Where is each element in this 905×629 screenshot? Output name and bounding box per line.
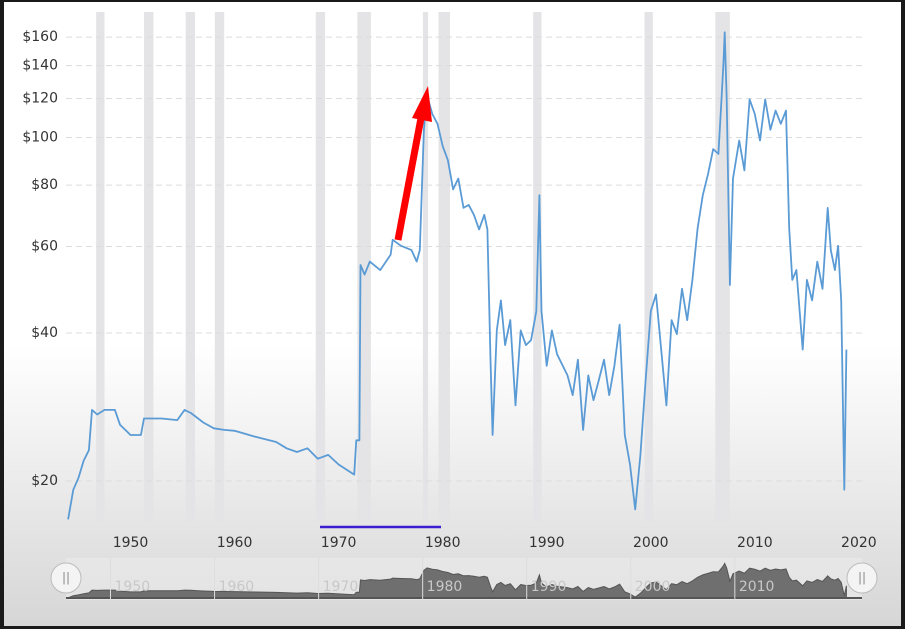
y-tick-label: $40: [31, 325, 58, 341]
x-tick-label: 2000: [633, 535, 669, 551]
price-line: [67, 31, 848, 520]
x-tick-label: 2010: [737, 535, 773, 551]
navigator-label: 2010: [739, 579, 775, 595]
navigator-area: [67, 562, 847, 599]
y-tick-label: $20: [31, 473, 58, 489]
recession-band: [315, 12, 326, 522]
arrow-shaft: [394, 117, 425, 241]
recession-band: [644, 12, 653, 522]
handle-grip: ||: [62, 571, 70, 585]
navigator-handle[interactable]: [846, 562, 878, 594]
navigator-label: 1990: [531, 579, 567, 595]
recession-band: [144, 12, 154, 522]
y-tick-label: $80: [31, 177, 58, 193]
navigator-handle[interactable]: [50, 562, 82, 594]
recession-band: [214, 12, 225, 522]
navigator-label: 1980: [427, 579, 463, 595]
arrow-head: [412, 86, 432, 122]
recession-band: [96, 12, 105, 522]
x-tick-label: 1990: [529, 535, 565, 551]
background: [4, 2, 901, 626]
navigator-label: 1970: [323, 579, 359, 595]
y-tick-label: $160: [22, 29, 58, 45]
recession-band: [185, 12, 196, 522]
y-tick-label: $60: [31, 238, 58, 254]
x-tick-label: 1950: [113, 535, 149, 551]
recession-band: [357, 12, 371, 522]
recession-band: [438, 12, 450, 522]
x-tick-label: 1970: [321, 535, 357, 551]
navigator-label: 1950: [115, 579, 151, 595]
navigator-label: 2000: [635, 579, 671, 595]
y-tick-label: $120: [22, 91, 58, 107]
x-tick-label: 2020: [841, 535, 877, 551]
handle-grip: ||: [858, 571, 866, 585]
y-tick-label: $140: [22, 58, 58, 74]
y-tick-label: $100: [22, 129, 58, 145]
navigator-label: 1960: [219, 579, 255, 595]
x-tick-label: 1960: [217, 535, 253, 551]
recession-band: [422, 12, 429, 522]
x-tick-label: 1980: [425, 535, 461, 551]
